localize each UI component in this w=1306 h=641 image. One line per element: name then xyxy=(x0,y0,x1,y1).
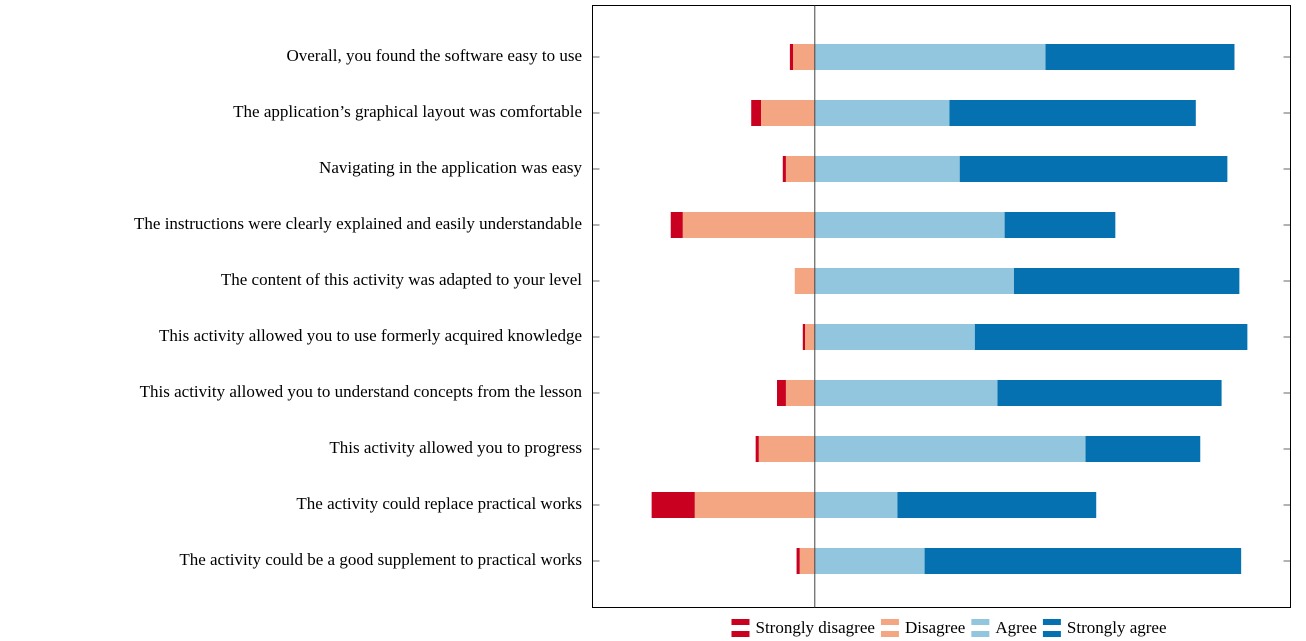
bar-segment xyxy=(794,268,815,294)
legend-item: Strongly disagree xyxy=(731,618,875,637)
y-tick-label: The application’s graphical layout was c… xyxy=(233,102,582,121)
bar-segment xyxy=(814,548,925,574)
y-tick-label: The instructions were clearly explained … xyxy=(134,214,582,233)
bar-segment xyxy=(789,44,794,70)
legend-label: Strongly agree xyxy=(1067,618,1167,637)
legend-label: Strongly disagree xyxy=(755,618,874,637)
bar-segment xyxy=(682,212,815,238)
bar-segment xyxy=(782,156,786,182)
bar-segment xyxy=(785,380,815,406)
legend-label: Disagree xyxy=(905,618,965,637)
bar-segment xyxy=(814,100,950,126)
bar-segment xyxy=(814,212,1005,238)
bar-segment xyxy=(694,492,815,518)
bar-segment xyxy=(814,324,975,350)
y-tick-label: Navigating in the application was easy xyxy=(319,158,582,177)
bar-segment xyxy=(814,44,1046,70)
y-tick-label: This activity allowed you to progress xyxy=(329,438,582,457)
bar-segment xyxy=(1045,44,1235,70)
y-tick-label: The content of this activity was adapted… xyxy=(221,270,582,289)
bar-segment xyxy=(814,380,998,406)
bar-segment xyxy=(959,156,1228,182)
legend-item: Agree xyxy=(971,618,1037,637)
legend-item: Disagree xyxy=(880,618,965,637)
bar-segment xyxy=(651,492,695,518)
legend-swatch xyxy=(731,619,750,625)
legend-swatch xyxy=(971,619,990,625)
bar-segment xyxy=(997,380,1222,406)
legend-swatch xyxy=(880,619,899,625)
bar-segment xyxy=(799,548,815,574)
bar-segment xyxy=(1004,212,1116,238)
legend-item: Strongly agree xyxy=(1042,618,1167,637)
bar-segment xyxy=(760,100,815,126)
bar-segment xyxy=(974,324,1248,350)
bar-segment xyxy=(796,548,800,574)
legend-swatch xyxy=(880,631,899,637)
bar-segment xyxy=(814,156,960,182)
bar-segment xyxy=(814,492,898,518)
y-tick-label: This activity allowed you to use formerl… xyxy=(159,326,582,345)
y-tick-label: This activity allowed you to understand … xyxy=(140,382,583,401)
bar-segment xyxy=(805,324,815,350)
bar-segment xyxy=(755,436,759,462)
bar-segment xyxy=(924,548,1242,574)
legend-swatch xyxy=(1042,619,1061,625)
bar-segment xyxy=(949,100,1196,126)
y-tick-label: Overall, you found the software easy to … xyxy=(286,46,582,65)
y-tick-label: The activity could replace practical wor… xyxy=(296,494,582,513)
bar-segment xyxy=(751,100,761,126)
bar-segment xyxy=(802,324,806,350)
y-tick-label: The activity could be a good supplement … xyxy=(179,550,582,569)
bar-segment xyxy=(897,492,1097,518)
bar-segment xyxy=(785,156,815,182)
bar-segment xyxy=(1013,268,1240,294)
bar-segment xyxy=(1085,436,1201,462)
legend-label: Agree xyxy=(995,618,1037,637)
bar-segment xyxy=(814,268,1014,294)
bar-segment xyxy=(814,436,1086,462)
bar-segment xyxy=(793,44,815,70)
legend-swatch xyxy=(1042,631,1061,637)
bar-segment xyxy=(777,380,786,406)
legend-swatch xyxy=(731,631,750,637)
plot-frame xyxy=(592,5,1291,608)
bar-segment xyxy=(758,436,815,462)
legend-swatch xyxy=(971,631,990,637)
bar-segment xyxy=(670,212,683,238)
